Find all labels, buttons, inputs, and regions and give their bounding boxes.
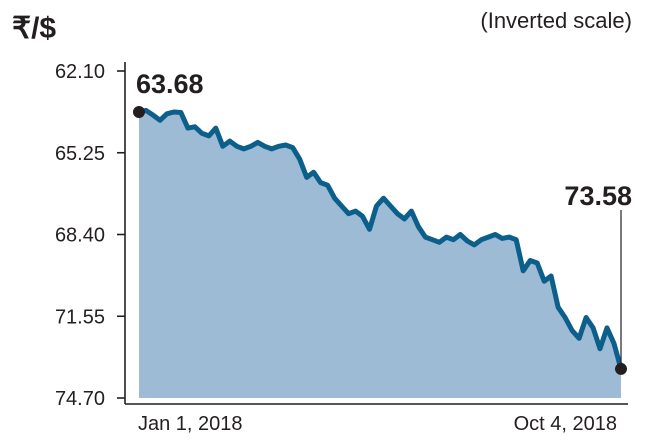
chart-subtitle: (Inverted scale) [480, 8, 632, 33]
y-tick-label: 68.40 [55, 225, 105, 247]
y-tick-label: 71.55 [55, 306, 105, 328]
start-point-marker [133, 106, 145, 119]
x-axis-ticks: Jan 1, 2018 Oct 4, 2018 [138, 413, 617, 435]
y-axis-ticks: 62.10 65.25 68.40 71.55 74.70 [55, 61, 125, 410]
series-line [136, 107, 624, 372]
chart-title: ₹/$ [12, 12, 56, 45]
end-point-marker [615, 362, 627, 375]
y-tick-label: 74.70 [55, 388, 105, 410]
data-label-end: 73.58 [564, 181, 632, 211]
y-tick-label: 62.10 [55, 61, 105, 83]
series-area [139, 110, 621, 399]
data-label-start: 63.68 [136, 69, 204, 99]
x-tick-label: Oct 4, 2018 [514, 413, 617, 435]
annotations: 63.68 73.58 [133, 69, 632, 375]
x-tick-label: Jan 1, 2018 [138, 413, 243, 435]
y-tick-label: 65.25 [55, 143, 105, 165]
